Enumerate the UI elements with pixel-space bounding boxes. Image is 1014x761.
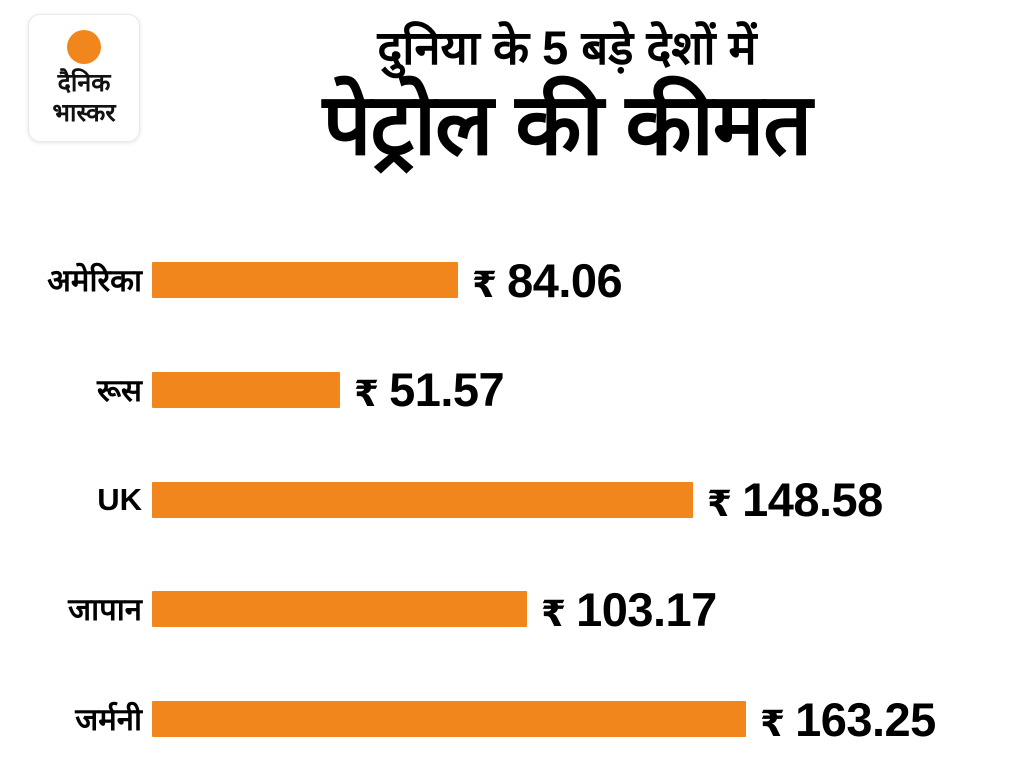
value-number: 103.17 [576,582,717,636]
bar-label: जर्मनी [75,702,142,737]
bar-value: ₹ 163.25 [760,692,936,747]
rupee-symbol: ₹ [472,263,508,305]
chart-row: जापान ₹ 103.17 [0,581,1014,637]
bar-label: जापान [68,592,142,628]
rupee-symbol: ₹ [541,592,577,634]
value-number: 84.06 [507,253,623,307]
value-number: 148.58 [742,473,883,526]
chart-row: UK ₹ 148.58 [0,472,1014,528]
value-number: 51.57 [389,363,505,417]
bar-value: ₹ 51.57 [354,362,505,417]
bar-value: ₹ 84.06 [472,253,623,308]
value-number: 163.25 [795,692,936,746]
bar [152,262,458,298]
chart-row: जर्मनी ₹ 163.25 [0,691,1014,747]
bar-value: ₹ 103.17 [541,582,717,637]
logo-text-line1: दैनिक [57,68,111,97]
chart-row: रूस ₹ 51.57 [0,362,1014,418]
chart-title: पेट्रोल की कीमत [322,77,813,174]
bar [152,701,746,737]
bar-label: UK [97,481,142,517]
chart-header: दुनिया के 5 बड़े देशों में पेट्रोल की की… [120,20,1014,175]
rupee-symbol: ₹ [354,373,390,415]
rupee-symbol: ₹ [760,702,796,744]
dainik-bhaskar-logo: दैनिक भास्कर [28,14,140,142]
logo-text-line2: भास्कर [52,99,116,127]
bar-chart: अमेरिका ₹ 84.06 रूस ₹ 51.57 UK ₹ 148.58 जापान ₹… [0,252,1014,747]
logo-sun-icon [67,29,101,64]
bar [152,481,693,518]
bar [152,591,527,628]
chart-subtitle: दुनिया के 5 बड़े देशों में [377,21,757,74]
bar-label: रूस [96,372,142,408]
bar [152,371,340,408]
chart-row: अमेरिका ₹ 84.06 [0,252,1014,308]
bar-value: ₹ 148.58 [707,472,883,527]
bar-label: अमेरिका [47,263,142,298]
rupee-symbol: ₹ [707,483,743,524]
